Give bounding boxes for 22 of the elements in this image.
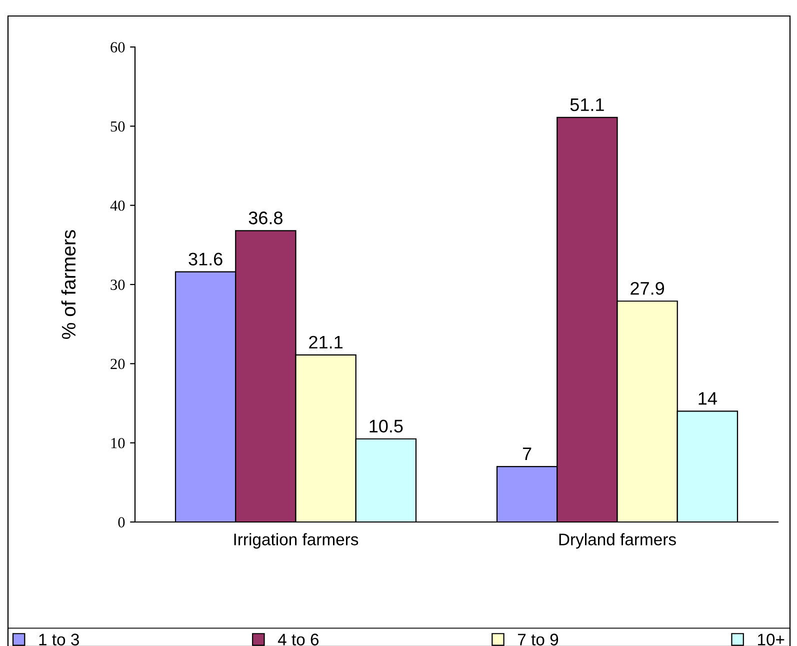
y-axis-title: % of farmers <box>61 230 76 339</box>
data-label: 10.5 <box>370 420 403 433</box>
data-label: 31.6 <box>188 252 222 266</box>
legend-label: 4 to 6 <box>278 634 319 646</box>
data-label: 14 <box>698 392 717 405</box>
data-label: 7 <box>522 448 532 460</box>
x-tick-label: Irrigation farmers <box>234 533 358 549</box>
y-tick-label: 30 <box>110 280 125 290</box>
legend-label: 10+ <box>758 634 784 646</box>
y-tick-label: 60 <box>110 42 125 52</box>
x-tick-label: Dryland farmers <box>559 533 676 549</box>
y-tick-label: 50 <box>110 121 125 132</box>
data-label: 36.8 <box>248 212 282 224</box>
y-tick-label: 0 <box>118 517 125 528</box>
y-tick-label: 40 <box>110 200 125 211</box>
data-label: 21.1 <box>309 336 342 348</box>
legend-label: 7 to 9 <box>518 634 558 646</box>
y-tick-label: 10 <box>111 438 125 448</box>
y-tick-label: 20 <box>110 358 125 370</box>
data-label: 51.1 <box>570 98 604 112</box>
data-label: 27.9 <box>630 282 664 295</box>
legend-label: 1 to 3 <box>39 634 79 646</box>
